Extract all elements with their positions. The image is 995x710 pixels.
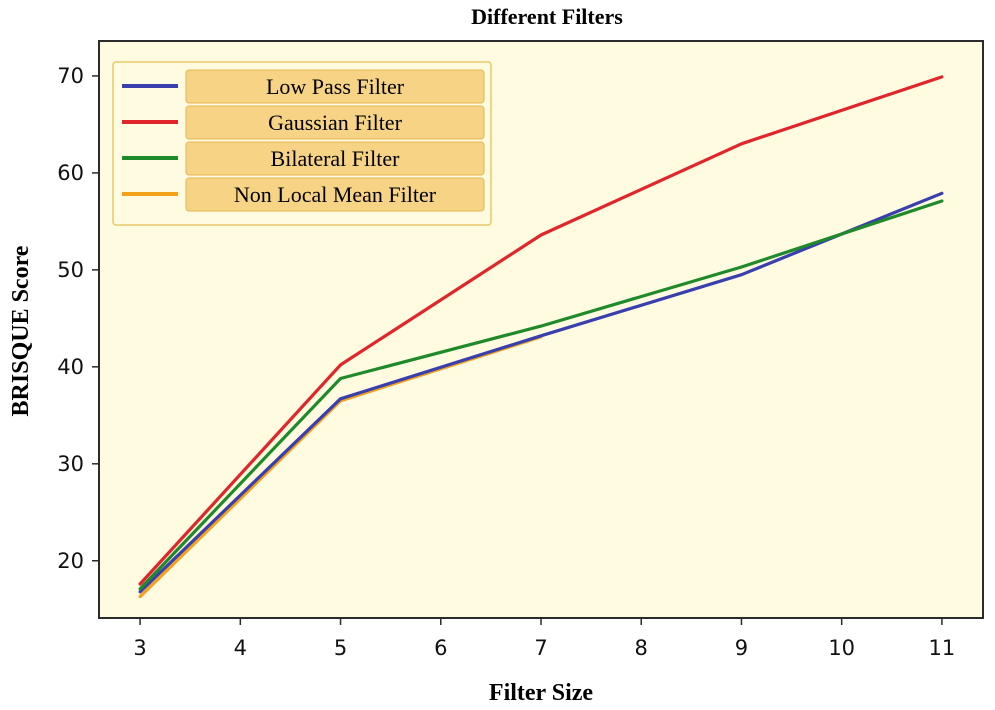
- chart-title: Different Filters: [471, 4, 623, 29]
- y-tick-label: 20: [57, 549, 84, 573]
- x-tick-label: 3: [133, 636, 146, 660]
- legend-label-box: [185, 177, 485, 212]
- legend-label-box: [185, 105, 485, 140]
- y-tick-label: 50: [57, 258, 84, 282]
- legend-label-box: [185, 141, 485, 176]
- legend-label: Gaussian Filter: [268, 110, 402, 135]
- x-tick-label: 6: [434, 636, 447, 660]
- axis-ticks: 3 4 5 6 7 8 9 10 11 20 30 40 50 60 70: [57, 64, 955, 660]
- x-tick-label: 10: [828, 636, 855, 660]
- y-tick-label: 30: [57, 452, 84, 476]
- x-tick-label: 5: [334, 636, 347, 660]
- x-tick-label: 11: [929, 636, 956, 660]
- series-line-bilateral-filter: [138, 199, 944, 591]
- y-axis-label: BRISQUE Score: [8, 245, 34, 416]
- series-line-low-pass-filter: [138, 191, 944, 594]
- x-axis-label: Filter Size: [489, 680, 594, 706]
- x-tick-label: 7: [534, 636, 547, 660]
- legend-label: Low Pass Filter: [266, 74, 405, 99]
- legend-label: Bilateral Filter: [271, 146, 401, 171]
- series-line-gaussian-filter: [138, 75, 944, 586]
- x-tick-label: 4: [234, 636, 247, 660]
- x-tick-label: 8: [635, 636, 648, 660]
- legend-label-box: [185, 69, 485, 104]
- x-tick-label: 9: [735, 636, 748, 660]
- legend: Low Pass Filter Gaussian Filter Bilateral …: [112, 61, 492, 226]
- y-tick-label: 70: [57, 64, 84, 88]
- series-lines: [138, 75, 944, 599]
- y-tick-label: 60: [57, 161, 84, 185]
- y-tick-label: 40: [57, 355, 84, 379]
- legend-label: Non Local Mean Filter: [234, 182, 437, 207]
